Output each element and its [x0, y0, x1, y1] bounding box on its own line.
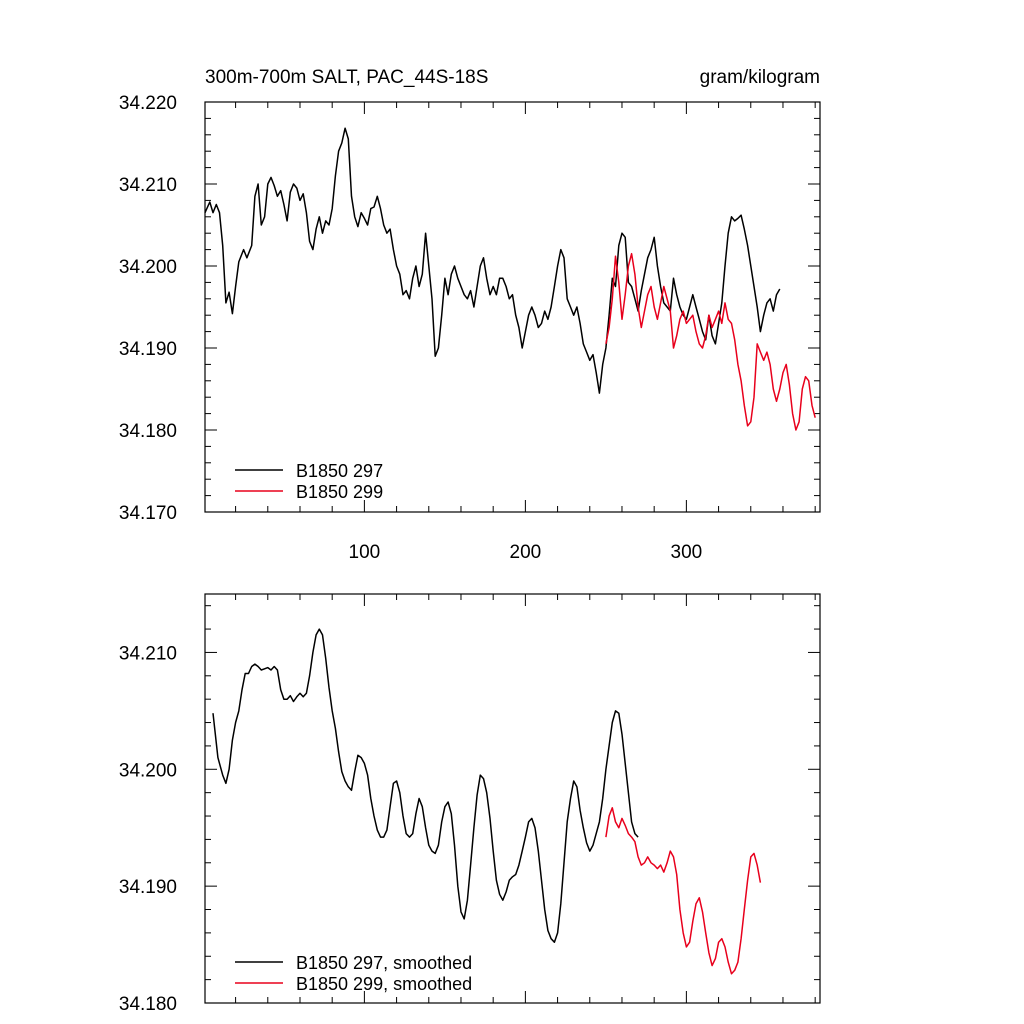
top-panel: 34.170 34.180 34.190 34.200 34.210 34.220 100 2… — [119, 67, 821, 563]
legend-label: B1850 299, smoothed — [296, 974, 472, 994]
series-line-red — [605, 807, 762, 975]
chart-title: 300m-700m SALT, PAC_44S-18S — [205, 67, 488, 88]
y-tick-label: 34.200 — [119, 257, 177, 278]
series-line-red — [605, 252, 816, 431]
legend-label: B1850 297, smoothed — [296, 953, 472, 973]
y-tick-label: 34.170 — [119, 503, 177, 524]
plot-frame — [204, 101, 821, 513]
y-tick-label: 34.200 — [119, 760, 177, 781]
plot-frame — [204, 593, 821, 1004]
x-tick-label: 200 — [510, 542, 542, 563]
y-tick-label: 34.180 — [119, 421, 177, 442]
series-line-black — [212, 628, 639, 943]
x-tick-label: 300 — [671, 542, 703, 563]
y-tick-label: 34.210 — [119, 175, 177, 196]
y-tick-label: 34.220 — [119, 93, 177, 114]
series-line-black — [204, 127, 781, 394]
legend-label: B1850 297 — [296, 461, 383, 481]
legend-label: B1850 299 — [296, 482, 383, 502]
y-tick-label: 34.180 — [119, 994, 177, 1015]
y-tick-label: 34.210 — [119, 643, 177, 664]
x-tick-label: 100 — [349, 542, 381, 563]
units-label: gram/kilogram — [700, 67, 820, 88]
bottom-panel: 34.180 34.190 34.200 34.210 B1850 297, smoot… — [119, 593, 821, 1015]
y-tick-label: 34.190 — [119, 339, 177, 360]
y-tick-label: 34.190 — [119, 877, 177, 898]
